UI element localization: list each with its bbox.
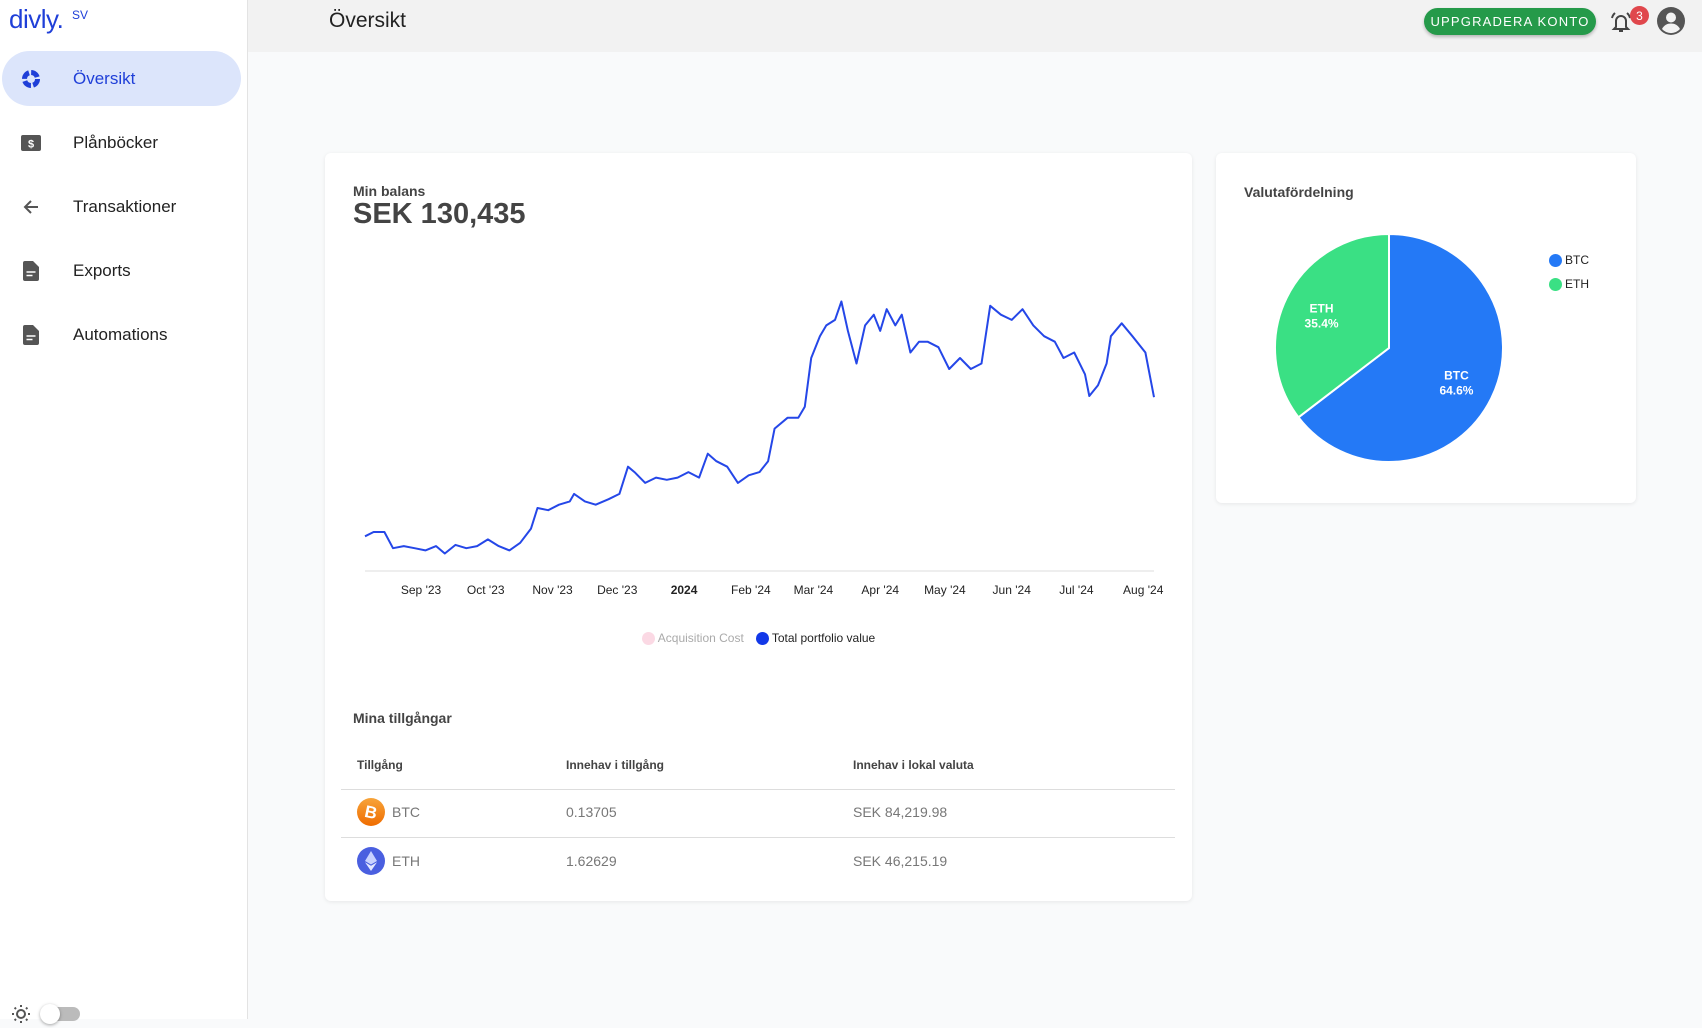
pie-slice-eth[interactable]: [1274, 232, 1390, 419]
sidebar-item-label: Transaktioner: [73, 196, 177, 216]
language-label[interactable]: SV: [72, 8, 89, 22]
asset-local-value: SEK 46,215.19: [853, 853, 948, 869]
page-title: Översikt: [329, 9, 407, 32]
sidebar: divly. SV Översikt $ Plånböcker Transakt…: [0, 0, 248, 1024]
series-line-total-portfolio-value: [364, 300, 1155, 555]
chart-legend: Acquisition Cost Total portfolio value: [0, 631, 1517, 645]
ethereum-icon: [357, 847, 385, 880]
sidebar-item-label: Plånböcker: [73, 132, 159, 152]
x-tick-label: May '24: [924, 583, 966, 597]
arrow-left-icon: [20, 196, 42, 218]
x-tick-label: 2024: [670, 583, 698, 597]
asset-amount: 0.13705: [566, 804, 617, 820]
sidebar-item-automations[interactable]: Automations: [2, 307, 241, 362]
x-tick-label: Apr '24: [861, 583, 900, 597]
x-tick-label: Jun '24: [992, 583, 1031, 597]
donut-icon: [20, 68, 42, 90]
pie-slice-btc[interactable]: [1297, 232, 1504, 463]
document-icon: [20, 260, 42, 282]
sidebar-item-label: Automations: [73, 324, 168, 344]
x-tick-label: Feb '24: [731, 583, 771, 597]
sidebar-item-transaktioner[interactable]: Transaktioner: [2, 179, 241, 234]
svg-text:$: $: [28, 139, 34, 151]
distribution-title: Valutafördelning: [1244, 184, 1354, 200]
wallet-dollar-icon: $: [20, 132, 42, 154]
divider: [341, 789, 1175, 790]
x-tick-label: Nov '23: [532, 583, 573, 597]
pie-label-name: ETH: [1310, 302, 1334, 316]
column-header-local-value[interactable]: Innehav i lokal valuta: [853, 758, 974, 772]
legend-acquisition-cost[interactable]: Acquisition Cost: [641, 631, 744, 645]
account-avatar-icon[interactable]: [1657, 7, 1685, 40]
document-icon: [20, 324, 42, 346]
sidebar-item-label: Översikt: [73, 68, 136, 88]
upgrade-account-button[interactable]: UPPGRADERA KONTO: [1424, 8, 1596, 35]
pie-label-name: BTC: [1444, 368, 1469, 382]
sidebar-item-exports[interactable]: Exports: [2, 243, 241, 298]
pie-label-label: 35.4%: [1305, 317, 1339, 331]
balance-card: [325, 153, 1192, 901]
pie-legend-eth[interactable]: ETH: [1549, 277, 1589, 291]
balance-label: Min balans: [353, 183, 426, 199]
pie-legend-btc[interactable]: BTC: [1549, 253, 1589, 267]
sidebar-item-planbocker[interactable]: $ Plånböcker: [2, 115, 241, 170]
asset-local-value: SEK 84,219.98: [853, 804, 948, 820]
asset-symbol: BTC: [392, 804, 420, 820]
x-tick-label: Aug '24: [1123, 583, 1164, 597]
assets-title: Mina tillgångar: [353, 710, 452, 726]
bitcoin-icon: B: [357, 798, 385, 831]
x-tick-label: Jul '24: [1059, 583, 1094, 597]
balance-value: SEK 130,435: [353, 198, 526, 230]
x-tick-label: Dec '23: [597, 583, 638, 597]
logo[interactable]: divly.: [9, 4, 64, 34]
sidebar-item-label: Exports: [73, 260, 131, 280]
divider: [341, 837, 1175, 838]
notification-badge: 3: [1630, 6, 1649, 25]
x-tick-label: Oct '23: [466, 583, 505, 597]
asset-symbol: ETH: [392, 853, 420, 869]
column-header-asset[interactable]: Tillgång: [357, 758, 403, 772]
column-header-holding[interactable]: Innehav i tillgång: [566, 758, 665, 772]
svg-text:B: B: [363, 802, 379, 823]
sidebar-item-oversikt[interactable]: Översikt: [2, 51, 241, 106]
pie-label-label: 64.6%: [1439, 383, 1473, 397]
x-tick-label: Mar '24: [793, 583, 834, 597]
x-tick-label: Sep '23: [400, 583, 442, 597]
bell-icon[interactable]: [1608, 10, 1634, 39]
legend-total-portfolio-value[interactable]: Total portfolio value: [755, 631, 875, 645]
asset-amount: 1.62629: [566, 853, 617, 869]
